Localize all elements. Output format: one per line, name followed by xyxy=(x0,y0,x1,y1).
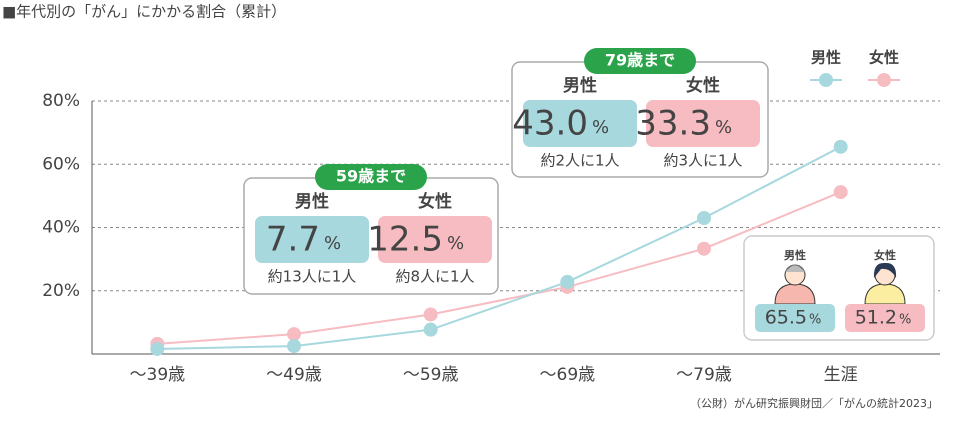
callout-value-box xyxy=(646,100,760,147)
data-point xyxy=(287,339,301,354)
callout-tag xyxy=(315,164,427,190)
callout-name: 女性 xyxy=(686,75,720,96)
series-line xyxy=(157,145,842,350)
chart-title: ■年代別の「がん」にかかる割合（累計） xyxy=(2,3,286,21)
lifetime-name: 女性 xyxy=(874,248,896,262)
data-point xyxy=(697,241,711,256)
data-point xyxy=(287,327,301,342)
x-tick-label: ～39歳 xyxy=(130,365,186,385)
y-tick-label: 80% xyxy=(42,91,80,111)
x-tick-label: ～79歳 xyxy=(676,365,732,385)
callout-unit: % xyxy=(715,117,732,138)
data-point xyxy=(150,341,165,356)
callout-note: 約8人に1人 xyxy=(395,268,474,286)
callout-title: 79歳まで xyxy=(605,51,675,70)
lifetime-unit: % xyxy=(809,313,821,328)
callout-value: 12.5 xyxy=(367,220,443,260)
callout-title: 59歳まで xyxy=(336,167,406,186)
lifetime-name: 男性 xyxy=(784,248,806,262)
y-tick-label: 20% xyxy=(42,281,80,301)
series-line xyxy=(157,191,842,345)
callout-value: 7.7 xyxy=(266,220,320,260)
lifetime-value-box xyxy=(755,304,835,332)
callout-value-box xyxy=(523,100,637,147)
y-tick-label: 40% xyxy=(42,218,80,238)
person-hair xyxy=(784,264,806,273)
callout-note: 約2人に1人 xyxy=(540,152,619,170)
legend-label: 男性 xyxy=(811,49,841,67)
callout-note: 約3人に1人 xyxy=(663,152,742,170)
data-point xyxy=(697,211,711,226)
legend-label: 女性 xyxy=(869,49,899,67)
callout-tag xyxy=(584,48,696,74)
callout-value: 33.3 xyxy=(635,104,711,144)
callout-name: 女性 xyxy=(418,191,452,212)
x-tick-label: 生涯 xyxy=(824,365,858,385)
data-point xyxy=(423,307,438,322)
person-hair xyxy=(873,262,897,278)
data-point xyxy=(423,322,438,337)
callout-unit: % xyxy=(324,233,341,254)
callout-unit: % xyxy=(447,233,464,254)
lifetime-value: 51.2 xyxy=(855,307,897,329)
callout-note: 約13人に1人 xyxy=(268,268,357,286)
source: （公財）がん研究振興財団／「がんの統計2023」 xyxy=(690,396,938,410)
x-tick-label: ～59歳 xyxy=(403,365,459,385)
callout-value-box xyxy=(378,216,492,263)
callout-unit: % xyxy=(592,117,609,138)
lifetime-value-box xyxy=(845,304,925,332)
y-tick-label: 60% xyxy=(42,154,80,174)
data-point xyxy=(560,274,575,289)
data-point xyxy=(833,139,848,154)
legend-marker xyxy=(877,73,891,87)
x-tick-label: ～49歳 xyxy=(266,365,322,385)
callout-name: 男性 xyxy=(563,75,597,96)
lifetime-value: 65.5 xyxy=(765,307,807,329)
x-tick-label: ～69歳 xyxy=(540,365,596,385)
legend-marker xyxy=(819,73,833,87)
callout-name: 男性 xyxy=(295,191,329,212)
lifetime-unit: % xyxy=(899,313,911,328)
callout-value-box xyxy=(255,216,369,263)
callout-value: 43.0 xyxy=(512,104,588,144)
data-point xyxy=(833,185,848,200)
